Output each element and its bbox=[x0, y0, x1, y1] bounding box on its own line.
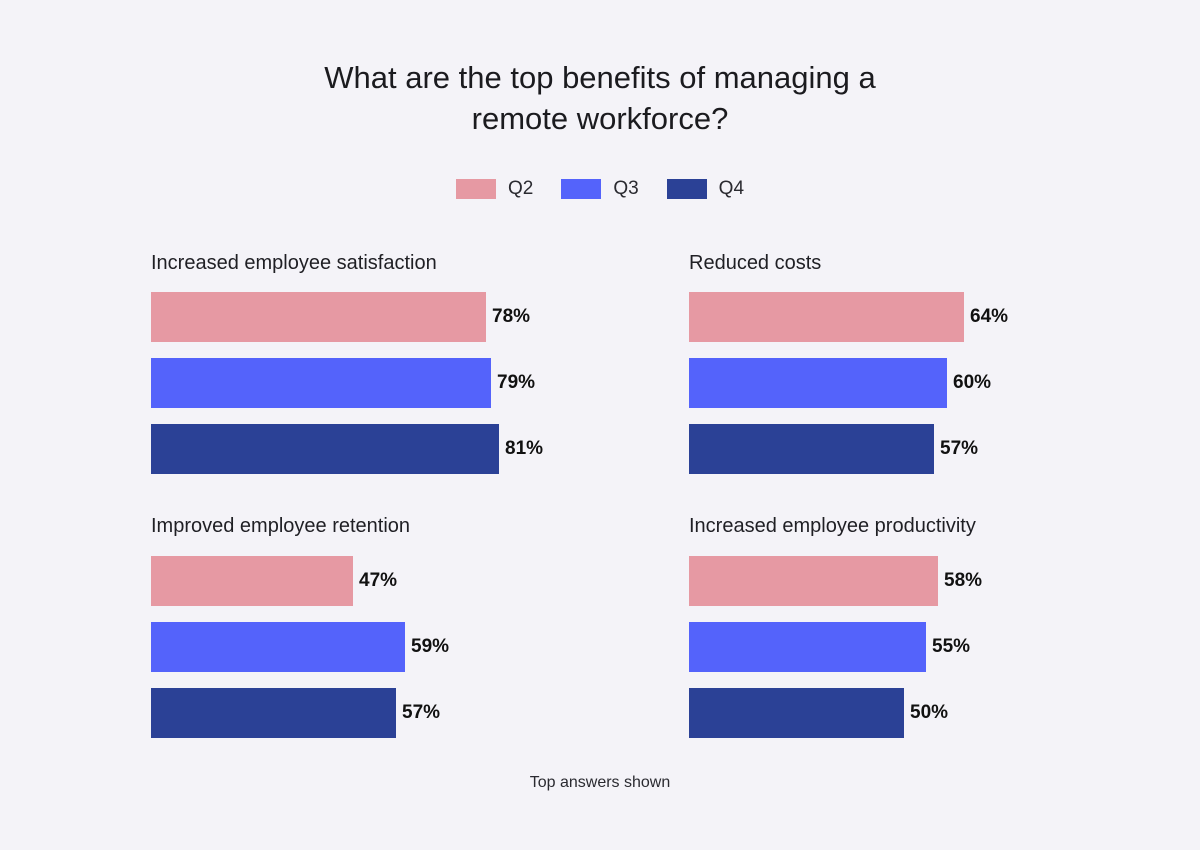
bar-reduced-costs-q4 bbox=[689, 424, 934, 474]
bar-improved-employee-retention-q4 bbox=[151, 688, 396, 738]
legend: Q2 Q3 Q4 bbox=[0, 178, 1200, 200]
bar-increased-employee-satisfaction-q4 bbox=[151, 424, 499, 474]
bar-label-increased-employee-satisfaction-q3: 79% bbox=[497, 372, 536, 393]
bar-label-increased-employee-satisfaction-q4: 81% bbox=[505, 438, 544, 459]
bar-label-reduced-costs-q4: 57% bbox=[940, 438, 979, 459]
legend-swatch-q2 bbox=[455, 179, 496, 199]
bar-increased-employee-productivity-q3 bbox=[689, 622, 926, 672]
panel-title-increased-employee-satisfaction: Increased employee satisfaction bbox=[151, 252, 437, 274]
bar-increased-employee-satisfaction-q2 bbox=[151, 292, 486, 342]
legend-item-q2: Q2 bbox=[455, 178, 534, 200]
bar-increased-employee-productivity-q2 bbox=[689, 556, 938, 606]
bar-label-increased-employee-productivity-q4: 50% bbox=[910, 702, 949, 723]
footnote: Top answers shown bbox=[529, 774, 671, 791]
bar-label-reduced-costs-q3: 60% bbox=[953, 372, 992, 393]
chart-title-line-1: What are the top benefits of managing a bbox=[324, 60, 876, 95]
bar-increased-employee-satisfaction-q3 bbox=[151, 358, 491, 408]
bar-label-improved-employee-retention-q3: 59% bbox=[411, 636, 450, 657]
panel-title-improved-employee-retention: Improved employee retention bbox=[151, 515, 411, 537]
bar-label-improved-employee-retention-q4: 57% bbox=[402, 702, 441, 723]
legend-item-q3: Q3 bbox=[561, 178, 639, 200]
bar-label-reduced-costs-q2: 64% bbox=[970, 306, 1009, 327]
legend-swatch-q3 bbox=[561, 179, 602, 199]
bar-reduced-costs-q2 bbox=[689, 292, 964, 342]
chart-title: What are the top benefits of managing a … bbox=[0, 57, 1200, 139]
bar-label-increased-employee-satisfaction-q2: 78% bbox=[492, 306, 531, 327]
panel-title-reduced-costs: Reduced costs bbox=[689, 252, 822, 274]
bar-increased-employee-productivity-q4 bbox=[689, 688, 904, 738]
bar-improved-employee-retention-q2 bbox=[151, 556, 353, 606]
legend-label-q2: Q2 bbox=[507, 178, 534, 199]
chart-title-line-2: remote workforce? bbox=[471, 101, 729, 136]
bar-label-increased-employee-productivity-q2: 58% bbox=[944, 570, 983, 591]
legend-item-q4: Q4 bbox=[666, 178, 745, 200]
bar-label-improved-employee-retention-q2: 47% bbox=[359, 570, 398, 591]
legend-label-q3: Q3 bbox=[613, 178, 639, 199]
legend-label-q4: Q4 bbox=[718, 178, 745, 199]
bar-reduced-costs-q3 bbox=[689, 358, 947, 408]
bar-improved-employee-retention-q3 bbox=[151, 622, 405, 672]
panel-title-increased-employee-productivity: Increased employee productivity bbox=[689, 515, 976, 537]
legend-swatch-q4 bbox=[666, 179, 707, 199]
bar-label-increased-employee-productivity-q3: 55% bbox=[932, 636, 971, 657]
